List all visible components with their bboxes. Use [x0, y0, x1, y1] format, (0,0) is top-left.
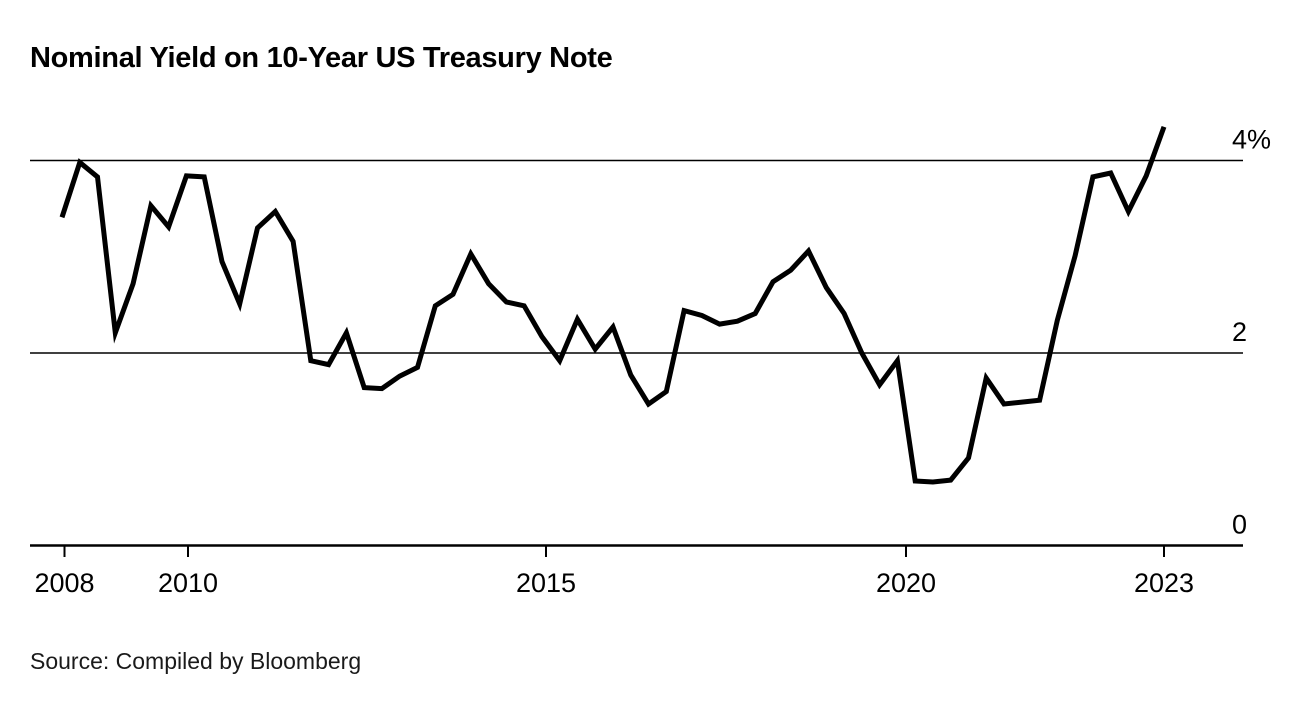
- x-tick-label-2023: 2023: [1134, 568, 1194, 598]
- x-tick-label-2015: 2015: [516, 568, 576, 598]
- x-tick-label-2010: 2010: [158, 568, 218, 598]
- y-tick-label-2: 2: [1232, 317, 1247, 347]
- y-tick-label-4%: 4%: [1232, 125, 1271, 155]
- y-tick-label-0: 0: [1232, 510, 1247, 540]
- x-tick-label-2008: 2008: [34, 568, 94, 598]
- chart-title: Nominal Yield on 10-Year US Treasury Not…: [30, 42, 613, 74]
- source-credit: Source: Compiled by Bloomberg: [30, 648, 362, 674]
- yield-line: [59, 125, 1167, 485]
- x-tick-label-2020: 2020: [876, 568, 936, 598]
